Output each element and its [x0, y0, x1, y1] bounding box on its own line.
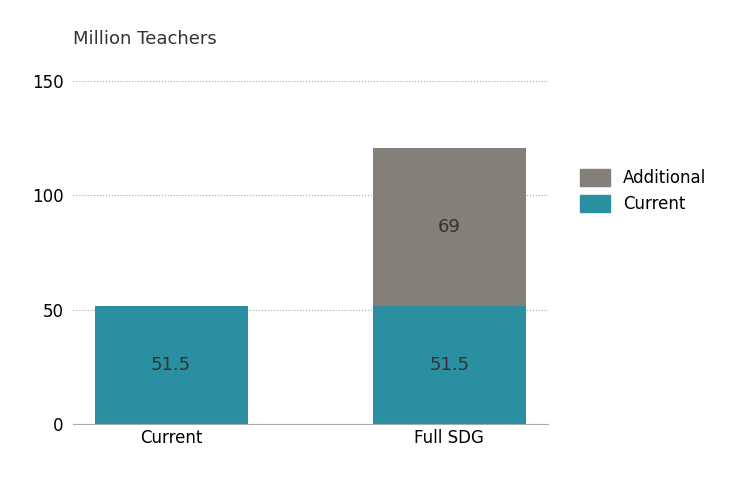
Text: 51.5: 51.5 — [151, 356, 191, 374]
Bar — [373, 148, 526, 306]
Text: 69: 69 — [438, 218, 461, 236]
Bar — [95, 306, 247, 424]
Bar — [373, 306, 526, 424]
Text: Million Teachers: Million Teachers — [73, 30, 217, 48]
Text: 51.5: 51.5 — [429, 356, 469, 374]
Legend: Additional, Current: Additional, Current — [580, 169, 706, 214]
